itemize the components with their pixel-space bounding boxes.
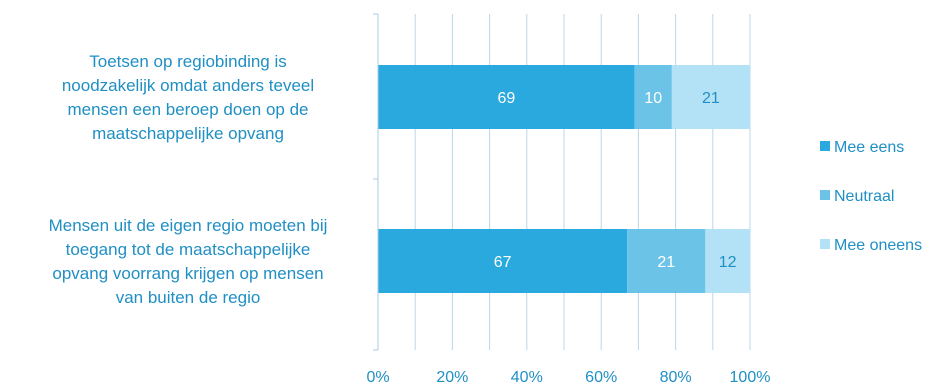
bar-segment	[627, 229, 706, 293]
bar-segment	[634, 65, 672, 129]
data-label: 21	[657, 254, 675, 271]
x-tick-labels: 0% 20% 40% 60% 80% 100%	[366, 369, 770, 386]
category-labels: Toetsen op regiobinding is noodzakelijk o…	[49, 52, 328, 307]
x-tick-label: 0%	[366, 369, 389, 386]
gridlines	[414, 14, 751, 350]
legend-swatch	[820, 141, 830, 151]
category-label-line: mensen een beroep doen op de	[67, 100, 308, 119]
bar-segment	[378, 65, 635, 129]
category-label: Toetsen op regiobinding is noodzakelijk o…	[62, 52, 314, 143]
bar-series: 69 10 21 67 21 12	[378, 65, 750, 293]
category-label-line: Mensen uit de eigen regio moeten bij	[49, 216, 328, 235]
data-label: 10	[644, 90, 662, 107]
x-tick-label: 60%	[585, 369, 617, 386]
legend: Mee eens Neutraal Mee oneens	[820, 139, 922, 254]
x-tick-label: 80%	[660, 369, 692, 386]
category-label-line: van buiten de regio	[116, 288, 261, 307]
x-tick-label: 100%	[730, 369, 771, 386]
bar-segment	[671, 65, 750, 129]
axes	[373, 13, 379, 351]
category-label-line: Toetsen op regiobinding is	[89, 52, 287, 71]
category-label: Mensen uit de eigen regio moeten bij toeg…	[49, 216, 328, 307]
category-label-line: maatschappelijke opvang	[92, 124, 284, 143]
legend-swatch	[820, 190, 830, 200]
bar-segment	[378, 229, 628, 293]
legend-swatch	[820, 239, 830, 249]
data-label: 69	[497, 90, 515, 107]
data-label: 67	[494, 254, 512, 271]
category-label-line: noodzakelijk omdat anders teveel	[62, 76, 314, 95]
legend-label: Mee eens	[834, 139, 904, 156]
data-label: 12	[719, 254, 737, 271]
x-tick-label: 40%	[511, 369, 543, 386]
x-tick-label: 20%	[436, 369, 468, 386]
legend-label: Mee oneens	[834, 237, 922, 254]
category-label-line: toegang tot de maatschappelijke	[66, 240, 311, 259]
data-label: 21	[702, 90, 720, 107]
category-label-line: opvang voorrang krijgen op mensen	[52, 264, 323, 283]
legend-label: Neutraal	[834, 188, 894, 205]
bar-segment	[705, 229, 750, 293]
